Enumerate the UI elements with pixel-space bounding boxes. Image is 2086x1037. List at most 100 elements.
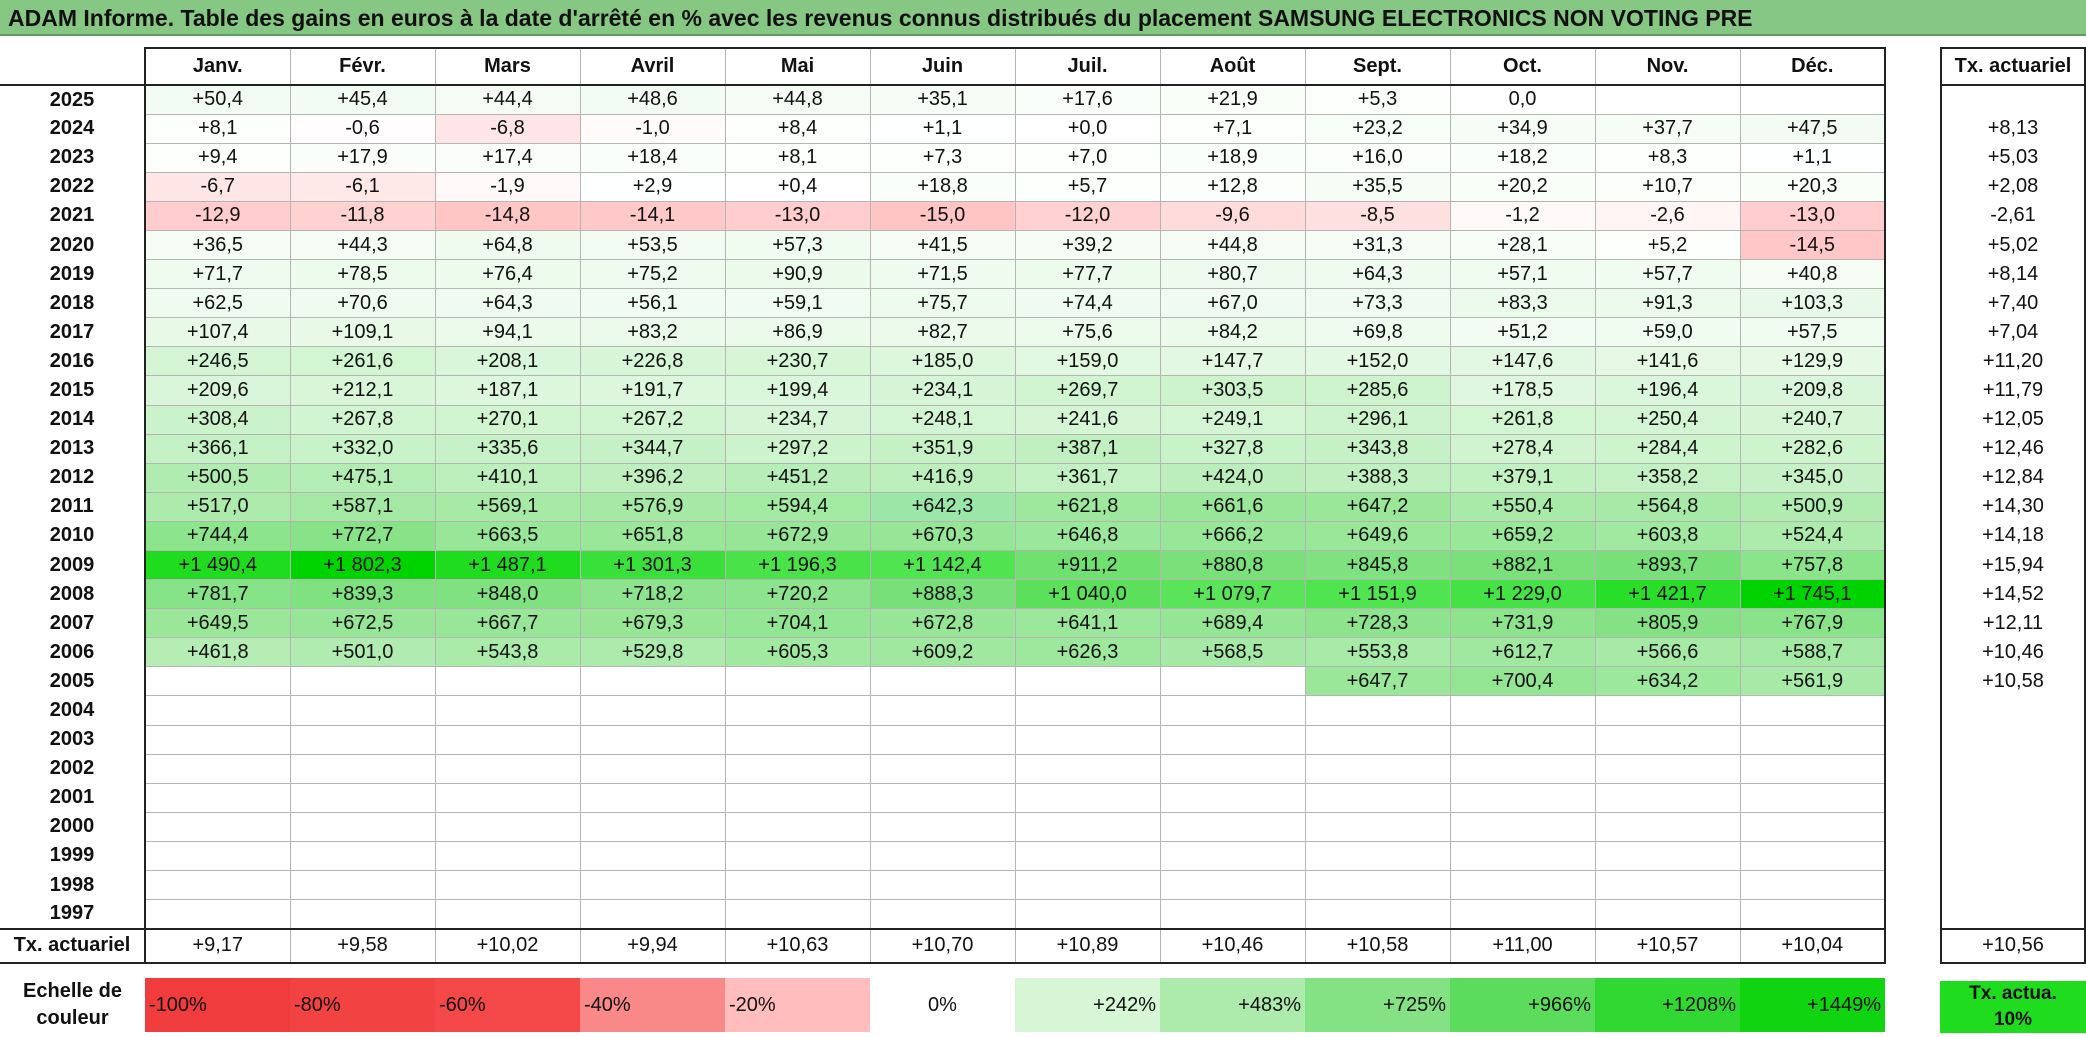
gain-cell (1739, 84, 1886, 115)
gain-cell (1739, 695, 1886, 726)
gain-cell (1014, 870, 1161, 901)
gain-cell: +672,9 (724, 520, 871, 552)
gain-cell: +18,8 (869, 171, 1016, 202)
gain-cell (869, 695, 1016, 726)
year-label: 2007 (0, 608, 146, 638)
footer-tx-cell: +10,63 (724, 927, 871, 964)
gain-cell (144, 724, 291, 755)
year-label: 2016 (0, 346, 146, 376)
tx-row: +12,46 (1940, 434, 2086, 464)
gain-cell (1304, 724, 1451, 755)
color-scale-swatch: -40% (580, 978, 725, 1032)
gain-cell: +605,3 (724, 637, 871, 668)
gain-cell: +31,3 (1304, 229, 1451, 261)
gain-cell (1014, 666, 1161, 697)
tx-row (1940, 754, 2086, 784)
tx-row: +7,04 (1940, 317, 2086, 347)
year-label: 2001 (0, 783, 146, 813)
year-label: 2023 (0, 143, 146, 173)
year-label: 2025 (0, 85, 146, 115)
table-row: 2000 (0, 811, 1886, 842)
gain-cell: +529,8 (579, 637, 726, 668)
gain-cell: +246,5 (144, 346, 291, 377)
gain-cell: -12,9 (144, 200, 291, 231)
gain-cell: -13,0 (1739, 200, 1886, 231)
gain-cell: +20,3 (1739, 171, 1886, 202)
footer-tx-cell: +10,58 (1304, 927, 1451, 964)
tx-actuariel-column: Tx. actuariel +8,13 +5,03 +2,08 -2,61 +5,02 +… (1940, 47, 2086, 964)
color-scale-swatch: -80% (290, 978, 435, 1032)
gain-cell: +199,4 (724, 375, 871, 406)
gain-cell (1304, 870, 1451, 901)
gain-cell: +661,6 (1159, 491, 1306, 522)
gain-cell: -0,6 (289, 113, 436, 144)
color-scale-swatch: -60% (435, 978, 580, 1032)
tx-row: +10,46 (1940, 637, 2086, 667)
gain-cell (434, 811, 581, 842)
gain-cell: +387,1 (1014, 433, 1161, 464)
gain-cell (724, 666, 871, 697)
gain-cell (434, 695, 581, 726)
gain-cell: +588,7 (1739, 637, 1886, 668)
tx-row: +11,79 (1940, 375, 2086, 406)
footer-tx-cell: +10,04 (1739, 927, 1886, 964)
gain-cell: +34,9 (1449, 113, 1596, 144)
gain-cell (434, 840, 581, 872)
color-scale-swatch: +725% (1305, 978, 1450, 1032)
gain-cell (289, 870, 436, 901)
table-row: 2018 +62,5 +70,6 +64,3 +56,1 +59,1 +75,7 +74,4 +… (0, 288, 1886, 319)
footer-tx-cell: +11,00 (1449, 927, 1596, 964)
gain-cell: +83,2 (579, 317, 726, 348)
gain-cell: -6,8 (434, 113, 581, 144)
gain-cell: +1,1 (1739, 142, 1886, 173)
gain-cell (1014, 840, 1161, 872)
gain-cell: +1 802,3 (289, 549, 436, 581)
year-label: 2021 (0, 201, 146, 231)
table-row: 1999 (0, 840, 1886, 872)
gain-cell (434, 724, 581, 755)
tx-actuariel-value: -2,61 (1940, 201, 2086, 231)
gain-cell: +44,4 (434, 84, 581, 115)
tx-row (1940, 783, 2086, 813)
gain-cell: +5,2 (1594, 229, 1741, 261)
gain-cell: +667,7 (434, 608, 581, 639)
year-label: 2017 (0, 317, 146, 347)
gain-cell (434, 899, 581, 930)
gain-cell: +564,8 (1594, 491, 1741, 522)
gain-cell: +73,3 (1304, 288, 1451, 319)
footer-tx-cell: +10,46 (1159, 927, 1306, 964)
tx-actuariel-value (1940, 754, 2086, 784)
tx-row: +14,52 (1940, 579, 2086, 609)
gain-cell: +41,5 (869, 229, 1016, 261)
gain-cell: +649,6 (1304, 520, 1451, 552)
gain-cell: +67,0 (1159, 288, 1306, 319)
gain-cell: +704,1 (724, 608, 871, 639)
table-row: 2012 +500,5 +475,1 +410,1 +396,2 +451,2 +416,9… (0, 462, 1886, 493)
gain-cell: +12,8 (1159, 171, 1306, 202)
gain-cell: +261,6 (289, 346, 436, 377)
gain-cell (724, 840, 871, 872)
gain-cell (434, 870, 581, 901)
tx-actuariel-value: +12,84 (1940, 463, 2086, 493)
gain-cell (1449, 870, 1596, 901)
gain-cell: +689,4 (1159, 608, 1306, 639)
gain-cell (724, 695, 871, 726)
table-row: 2022 -6,7 -6,1 -1,9 +2,9 +0,4 +18,8 +5,7 +12,8 +3… (0, 171, 1886, 202)
gain-cell: +646,8 (1014, 520, 1161, 552)
gain-cell: +848,0 (434, 579, 581, 610)
gain-cell: +94,1 (434, 317, 581, 348)
gain-cell: +1 490,4 (144, 549, 291, 581)
gain-cell: +626,3 (1014, 637, 1161, 668)
gain-cell: +410,1 (434, 462, 581, 493)
gain-cell (289, 724, 436, 755)
table-row: 2025 +50,4 +45,4 +44,4 +48,6 +44,8 +35,1 +17,6 +… (0, 84, 1886, 115)
gain-cell: +594,4 (724, 491, 871, 522)
table-row: 2019 +71,7 +78,5 +76,4 +75,2 +90,9 +71,5 +77,7 +… (0, 259, 1886, 290)
year-label: 2006 (0, 637, 146, 667)
month-header: Avril (579, 47, 726, 86)
color-scale-swatch: +1449% (1740, 978, 1885, 1032)
gain-cell: +332,0 (289, 433, 436, 464)
gain-cell: +781,7 (144, 579, 291, 610)
gain-cell: +21,9 (1159, 84, 1306, 115)
gain-cell: +57,3 (724, 229, 871, 261)
